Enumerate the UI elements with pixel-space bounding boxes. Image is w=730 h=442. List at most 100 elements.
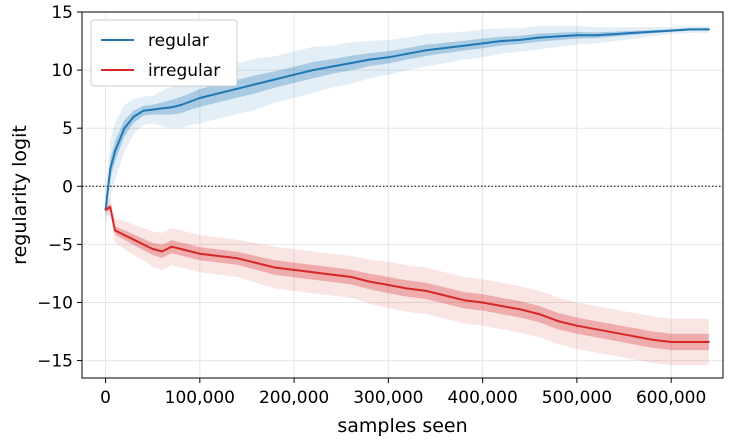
band-outer-regular <box>105 25 709 228</box>
point-regular-18 <box>330 65 333 68</box>
point-irregular-36 <box>670 341 673 343</box>
point-regular-1 <box>109 167 112 170</box>
point-irregular-24 <box>443 294 446 297</box>
x-tick-label-3: 300,000 <box>353 388 423 408</box>
point-irregular-27 <box>500 305 503 307</box>
y-tick-label-6: 15 <box>51 3 73 23</box>
point-regular-25 <box>462 44 465 47</box>
point-regular-16 <box>293 73 296 76</box>
band-outer-irregular <box>105 197 709 366</box>
point-irregular-16 <box>293 268 296 271</box>
point-irregular-0 <box>104 208 107 211</box>
point-regular-23 <box>425 49 428 52</box>
point-regular-7 <box>161 107 164 110</box>
point-irregular-3 <box>123 234 126 237</box>
point-regular-37 <box>689 28 691 31</box>
y-tick-label-5: 10 <box>51 61 73 81</box>
x-tick-label-5: 500,000 <box>542 388 612 408</box>
point-irregular-20 <box>368 280 371 283</box>
point-regular-11 <box>198 97 201 99</box>
legend-label-irregular: irregular <box>148 61 220 81</box>
point-irregular-9 <box>180 248 182 250</box>
point-irregular-15 <box>274 266 277 269</box>
point-irregular-33 <box>613 331 616 334</box>
point-regular-32 <box>594 34 597 37</box>
point-regular-36 <box>670 29 673 32</box>
point-regular-2 <box>114 150 116 153</box>
point-regular-30 <box>557 35 559 38</box>
point-regular-35 <box>651 30 654 33</box>
point-regular-9 <box>180 104 182 106</box>
point-regular-13 <box>236 87 239 90</box>
legend: regular irregular <box>90 19 238 87</box>
point-regular-22 <box>406 52 409 55</box>
y-tick-label-0: −15 <box>37 352 73 372</box>
point-regular-5 <box>142 109 145 112</box>
x-tick-label-6: 600,000 <box>636 388 706 408</box>
point-irregular-22 <box>406 287 409 290</box>
y-tick-label-2: −5 <box>48 235 73 255</box>
point-irregular-18 <box>330 273 333 276</box>
point-irregular-14 <box>255 262 258 264</box>
plot-frame <box>81 11 724 379</box>
point-irregular-17 <box>311 271 314 274</box>
point-irregular-25 <box>462 299 465 302</box>
point-regular-38 <box>707 28 710 31</box>
point-regular-14 <box>255 83 258 85</box>
point-irregular-11 <box>198 252 201 255</box>
y-axis-ticks: −15 −10 −5 0 5 10 15 <box>37 3 82 372</box>
point-irregular-34 <box>632 335 635 338</box>
point-irregular-13 <box>236 257 239 260</box>
point-regular-29 <box>538 36 541 39</box>
series-lines <box>104 28 710 343</box>
point-regular-12 <box>217 92 220 95</box>
point-irregular-30 <box>557 320 559 323</box>
point-regular-8 <box>170 106 173 109</box>
point-irregular-12 <box>217 255 220 257</box>
point-regular-26 <box>481 42 484 45</box>
point-regular-15 <box>274 78 277 81</box>
confidence-bands <box>105 25 709 366</box>
point-regular-34 <box>632 31 635 34</box>
point-irregular-8 <box>170 245 173 248</box>
y-axis-label: regularity logit <box>9 125 31 265</box>
point-regular-10 <box>189 100 192 103</box>
point-regular-21 <box>387 56 390 59</box>
point-regular-24 <box>443 47 446 49</box>
x-axis-label: samples seen <box>337 415 467 437</box>
y-tick-label-3: 0 <box>62 177 73 197</box>
point-regular-19 <box>349 62 352 65</box>
point-regular-20 <box>368 58 371 61</box>
point-irregular-32 <box>594 328 597 331</box>
point-regular-3 <box>123 127 126 130</box>
band-inner-irregular <box>105 203 709 351</box>
point-irregular-38 <box>707 341 710 343</box>
point-irregular-5 <box>142 243 145 246</box>
x-tick-label-2: 200,000 <box>259 388 329 408</box>
point-irregular-35 <box>651 338 654 341</box>
point-irregular-7 <box>161 250 164 253</box>
y-tick-label-1: −10 <box>37 293 73 313</box>
point-irregular-31 <box>575 324 578 327</box>
point-regular-27 <box>500 40 503 42</box>
point-regular-28 <box>519 38 522 41</box>
point-irregular-37 <box>689 341 691 343</box>
point-irregular-6 <box>151 248 154 250</box>
point-regular-17 <box>311 69 314 72</box>
point-regular-6 <box>151 108 154 111</box>
point-irregular-2 <box>114 229 116 232</box>
point-irregular-26 <box>481 301 484 304</box>
point-irregular-21 <box>387 284 390 286</box>
x-tick-label-0: 0 <box>100 388 111 408</box>
x-axis-ticks: 0 100,000 200,000 300,000 400,000 500,000 600,… <box>100 378 706 408</box>
point-regular-4 <box>132 115 135 118</box>
point-irregular-29 <box>538 313 541 316</box>
point-irregular-1 <box>109 206 112 209</box>
x-tick-label-4: 400,000 <box>447 388 517 408</box>
x-tick-label-1: 100,000 <box>165 388 235 408</box>
point-irregular-19 <box>349 275 352 278</box>
point-irregular-4 <box>132 238 135 241</box>
point-regular-33 <box>613 33 616 36</box>
point-irregular-10 <box>189 250 192 253</box>
